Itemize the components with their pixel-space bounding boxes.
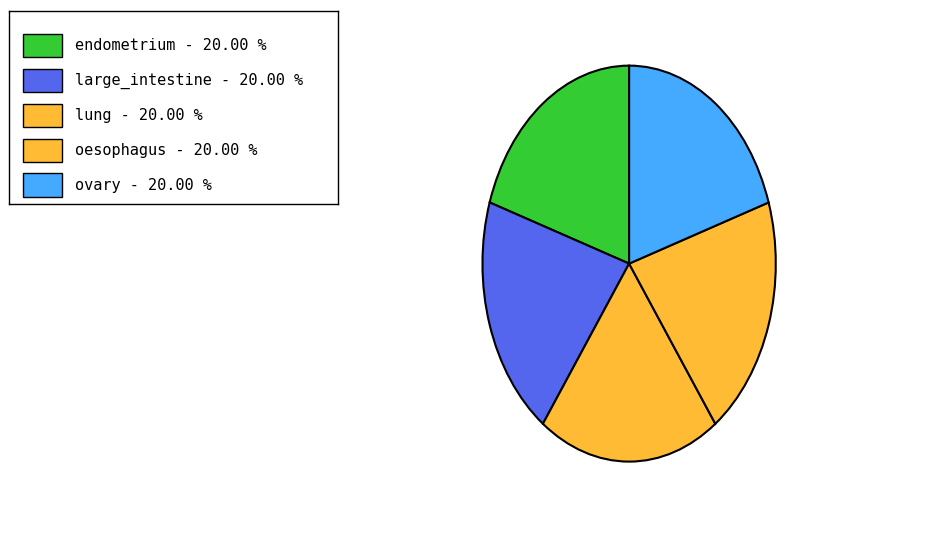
FancyBboxPatch shape [23, 173, 62, 197]
Wedge shape [543, 264, 716, 462]
FancyBboxPatch shape [23, 34, 62, 57]
FancyBboxPatch shape [23, 104, 62, 127]
Text: oesophagus - 20.00 %: oesophagus - 20.00 % [75, 143, 257, 158]
FancyBboxPatch shape [23, 139, 62, 162]
Text: endometrium - 20.00 %: endometrium - 20.00 % [75, 38, 267, 53]
Wedge shape [483, 202, 629, 424]
Text: large_intestine - 20.00 %: large_intestine - 20.00 % [75, 73, 303, 89]
Wedge shape [629, 202, 776, 424]
Wedge shape [489, 66, 629, 264]
FancyBboxPatch shape [23, 69, 62, 92]
Wedge shape [629, 66, 769, 264]
Text: lung - 20.00 %: lung - 20.00 % [75, 108, 203, 123]
Text: ovary - 20.00 %: ovary - 20.00 % [75, 178, 212, 193]
